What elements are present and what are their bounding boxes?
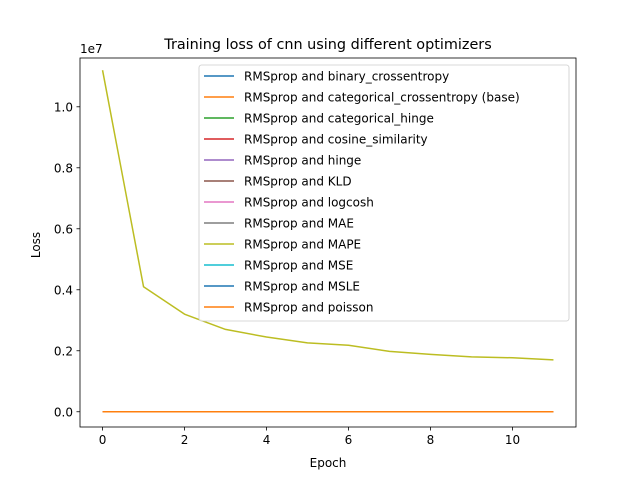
x-tick-label: 10 (505, 433, 520, 447)
legend-box (198, 64, 570, 322)
y-tick-label: 0.0 (54, 405, 73, 419)
x-axis-label: Epoch (310, 456, 347, 470)
x-tick-label: 6 (345, 433, 353, 447)
y-tick-label: 0.2 (54, 344, 73, 358)
legend-label: RMSprop and poisson (244, 301, 374, 315)
y-multiplier-label: 1e7 (80, 42, 103, 56)
y-tick-label: 0.8 (54, 161, 73, 175)
legend-label: RMSprop and hinge (244, 154, 361, 168)
legend-label: RMSprop and KLD (244, 175, 352, 189)
chart-title: Training loss of cnn using different opt… (163, 37, 491, 53)
legend-label: RMSprop and categorical_crossentropy (ba… (244, 91, 520, 105)
legend: RMSprop and binary_crossentropy RMSprop a… (198, 64, 570, 322)
plot-frame (79, 57, 577, 428)
legend-label: RMSprop and logcosh (244, 196, 374, 210)
legend-label: RMSprop and cosine_similarity (244, 133, 428, 147)
y-tick-label: 0.6 (54, 222, 73, 236)
legend-label: RMSprop and MSE (244, 259, 353, 273)
legend-label: RMSprop and MSLE (244, 280, 360, 294)
x-tick-label: 4 (263, 433, 271, 447)
y-axis-label: Loss (29, 232, 43, 258)
legend-label: RMSprop and MAE (244, 217, 354, 231)
y-tick-label: 1.0 (54, 100, 73, 114)
legend-label: RMSprop and MAPE (244, 238, 361, 252)
y-tick-label: 0.4 (54, 283, 73, 297)
series-lines (101, 70, 554, 413)
y-ticks: 0.0 0.2 0.4 0.6 0.8 1.0 (54, 100, 80, 419)
x-tick-label: 8 (427, 433, 435, 447)
series-line-8 (101, 70, 554, 361)
x-tick-label: 0 (99, 433, 107, 447)
x-ticks: 0 2 4 6 8 10 (99, 427, 520, 447)
legend-label: RMSprop and categorical_hinge (244, 112, 434, 126)
x-tick-label: 2 (181, 433, 189, 447)
legend-label: RMSprop and binary_crossentropy (244, 70, 449, 84)
